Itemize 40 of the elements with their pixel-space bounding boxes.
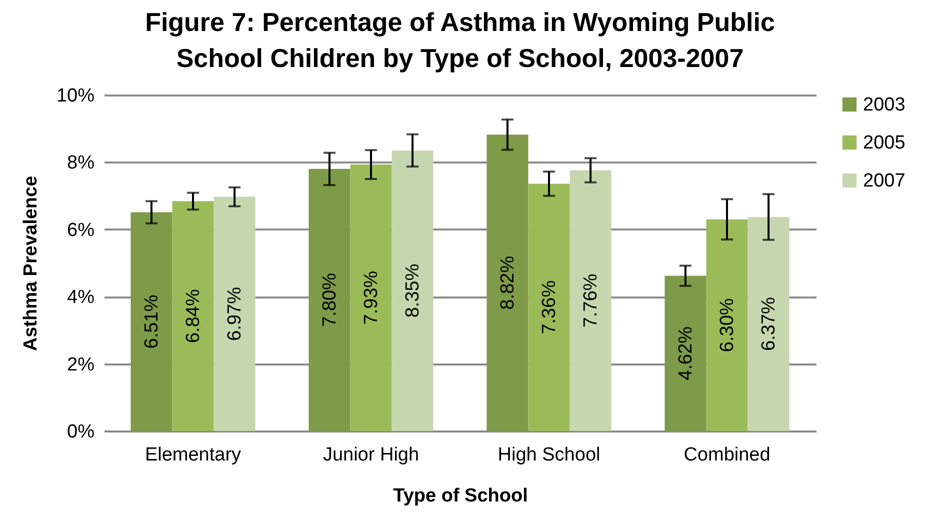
y-tick-label: 8% <box>67 152 95 174</box>
data-label: 8.35% <box>402 264 424 318</box>
y-tick-label: 4% <box>67 287 95 308</box>
bar <box>664 276 706 431</box>
legend-label: 2007 <box>863 170 906 192</box>
bar <box>528 184 570 431</box>
bar <box>748 216 790 431</box>
legend-label: 2005 <box>863 132 906 154</box>
bar <box>214 196 256 431</box>
x-tick-label: Junior High <box>322 444 420 466</box>
data-label: 7.36% <box>539 280 560 334</box>
bar <box>570 170 612 431</box>
bar <box>486 134 528 431</box>
bar <box>130 212 172 431</box>
y-tick-label: 6% <box>67 220 95 241</box>
y-tick-label: 10% <box>56 86 95 106</box>
y-tick-label: 0% <box>67 422 95 442</box>
data-label: 6.30% <box>717 298 738 352</box>
y-axis-title: Asthma Prevalence <box>20 176 42 352</box>
data-label: 7.76% <box>580 274 602 328</box>
data-label: 6.37% <box>758 296 780 351</box>
bar <box>350 164 392 431</box>
bar <box>172 201 214 431</box>
x-tick-label: Combined <box>684 444 770 466</box>
bar <box>392 150 434 431</box>
x-tick-label: High School <box>498 444 600 466</box>
data-label: 4.62% <box>675 326 696 380</box>
data-label: 6.97% <box>224 286 246 341</box>
data-label: 6.84% <box>183 289 204 344</box>
data-label: 8.82% <box>497 256 518 310</box>
y-tick-label: 2% <box>67 354 95 376</box>
chart-title: Figure 7: Percentage of Asthma in Wyoming Public School Children by Type of School, 2003-2007 <box>145 7 775 73</box>
data-label: 7.93% <box>361 270 382 325</box>
legend-label: 2003 <box>863 94 906 116</box>
bar <box>308 168 350 431</box>
data-label: 6.51% <box>141 294 162 349</box>
data-label: 7.80% <box>319 272 340 327</box>
x-axis-title: Type of School <box>393 486 528 506</box>
x-tick-label: Elementary <box>144 444 242 466</box>
bar <box>706 219 748 431</box>
